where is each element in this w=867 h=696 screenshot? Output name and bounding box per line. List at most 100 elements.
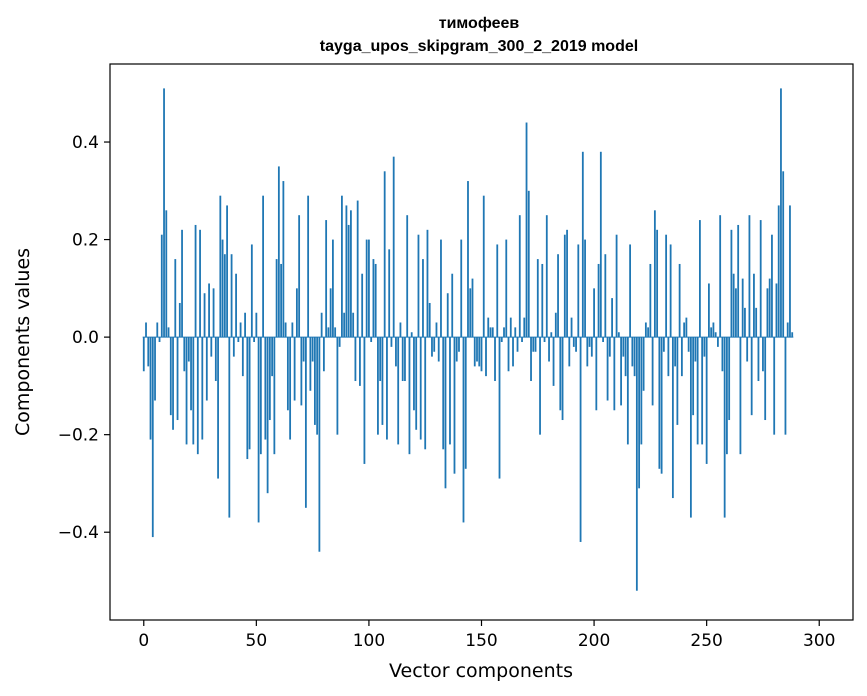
- bar: [194, 224, 197, 338]
- bar: [791, 332, 794, 338]
- bar: [390, 337, 393, 347]
- bar: [176, 337, 179, 421]
- bar: [190, 337, 192, 411]
- bar: [683, 322, 686, 338]
- bar: [428, 302, 431, 338]
- bar: [552, 337, 555, 386]
- bar: [226, 205, 228, 338]
- bar: [674, 337, 677, 367]
- bar: [611, 298, 613, 338]
- bar: [248, 337, 251, 450]
- bar: [572, 337, 575, 347]
- bar: [431, 337, 433, 357]
- bar: [737, 224, 740, 338]
- bar: [773, 337, 776, 435]
- bar: [313, 337, 316, 425]
- bar: [415, 337, 418, 430]
- bar: [624, 337, 627, 377]
- bar: [577, 244, 580, 338]
- bar: [532, 337, 535, 352]
- bar: [608, 337, 611, 357]
- bar: [561, 337, 564, 421]
- bar: [732, 273, 735, 338]
- bar: [244, 312, 246, 338]
- bar: [271, 337, 274, 377]
- bar: [539, 337, 541, 435]
- y-axis-label: Components values: [12, 248, 34, 436]
- bar: [408, 337, 411, 455]
- bar: [196, 337, 199, 455]
- bar: [588, 337, 591, 347]
- x-tick-label: 100: [353, 631, 385, 651]
- bar: [696, 337, 699, 445]
- bar: [777, 205, 780, 338]
- bar: [169, 337, 172, 416]
- bar: [462, 337, 465, 523]
- bar: [615, 234, 618, 338]
- bar: [446, 293, 449, 338]
- bar: [277, 166, 280, 338]
- bar: [473, 337, 476, 367]
- bar: [471, 278, 474, 338]
- bar: [336, 337, 339, 435]
- bar: [160, 234, 163, 338]
- bar: [404, 337, 406, 382]
- bar: [311, 337, 314, 362]
- bar: [437, 337, 440, 362]
- bar: [435, 322, 438, 338]
- bar: [338, 337, 341, 347]
- bar: [388, 249, 391, 338]
- bar: [395, 337, 397, 367]
- bar: [651, 337, 654, 406]
- bar: [543, 337, 546, 342]
- bar: [325, 220, 328, 338]
- bar: [413, 337, 415, 411]
- bar: [205, 337, 208, 401]
- bar: [599, 151, 602, 338]
- bar: [365, 239, 368, 338]
- bar: [399, 322, 402, 338]
- bar: [789, 205, 791, 338]
- bar: [361, 273, 364, 338]
- bar: [151, 337, 154, 538]
- bar: [163, 88, 165, 338]
- bar: [235, 273, 237, 338]
- bar: [626, 337, 629, 445]
- bar: [487, 317, 490, 338]
- bar: [480, 337, 483, 372]
- bar: [332, 239, 334, 338]
- bar: [496, 244, 499, 338]
- bar: [257, 337, 260, 523]
- bar: [440, 239, 442, 338]
- bar: [214, 337, 217, 382]
- bar: [158, 337, 161, 342]
- x-tick-label: 250: [690, 631, 722, 651]
- bar: [451, 273, 454, 338]
- bar: [579, 337, 582, 542]
- bar: [548, 337, 550, 362]
- bar: [295, 288, 298, 338]
- bar: [545, 215, 548, 338]
- bar: [368, 239, 370, 338]
- bar: [181, 229, 183, 338]
- bar: [268, 337, 271, 421]
- bar: [230, 254, 233, 338]
- bar: [662, 337, 665, 352]
- bar: [640, 337, 643, 445]
- bar: [744, 307, 746, 338]
- bar: [635, 337, 638, 591]
- bar: [433, 337, 436, 352]
- bar: [629, 244, 631, 338]
- bar: [656, 229, 659, 338]
- bar: [678, 263, 681, 338]
- bar: [507, 337, 510, 372]
- x-axis: 0 50 100 150 200 250 300: [138, 620, 835, 651]
- bar: [536, 259, 539, 338]
- bar: [350, 210, 352, 338]
- bar: [687, 337, 690, 352]
- bar: [750, 337, 753, 416]
- bar: [703, 337, 706, 357]
- bar: [505, 239, 508, 338]
- chart-subtitle: tayga_upos_skipgram_300_2_2019 model: [320, 38, 638, 55]
- bar: [586, 337, 589, 367]
